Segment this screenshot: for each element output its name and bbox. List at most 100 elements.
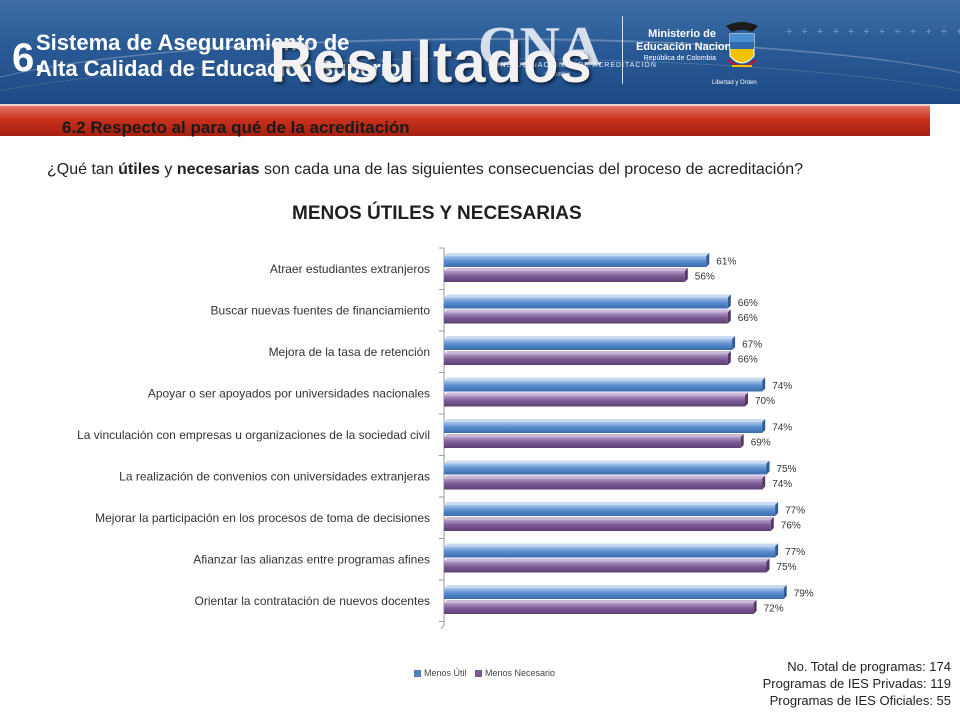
data-label: 76%	[781, 521, 801, 532]
data-label: 69%	[751, 438, 771, 449]
data-label: 72%	[764, 604, 784, 615]
ministry-line3: República de Colombia	[643, 55, 716, 62]
bar-menos-util	[444, 463, 767, 475]
bar-menos-util	[444, 380, 763, 392]
data-label: 67%	[742, 340, 762, 351]
bar-menos-util	[444, 339, 733, 350]
data-label: 66%	[738, 298, 758, 309]
category-label: Buscar nuevas fuentes de financiamiento	[211, 303, 431, 317]
bar-top-face	[444, 419, 766, 422]
bar-menos-necesario	[444, 520, 771, 531]
legend-swatch	[414, 669, 421, 677]
bar-side-face	[727, 351, 731, 365]
bar-menos-util	[444, 505, 776, 516]
data-label: 75%	[777, 464, 797, 475]
category-label: Mejorar la participación en los procesos…	[95, 511, 430, 525]
question-part: y	[159, 161, 177, 178]
data-label: 77%	[785, 506, 805, 517]
bar-side-face	[775, 502, 779, 516]
bar-side-face	[753, 600, 757, 614]
page-title: Resultados	[270, 30, 593, 95]
bar-side-face	[775, 543, 779, 558]
legend-label: Menos Útil	[424, 667, 467, 678]
data-label: 79%	[794, 589, 814, 600]
bar-side-face	[762, 475, 766, 490]
data-label: 77%	[785, 547, 805, 558]
legend-swatch	[475, 669, 483, 677]
bar-menos-necesario	[444, 561, 767, 573]
data-label: 66%	[738, 355, 758, 366]
bar-top-face	[444, 600, 757, 603]
bar-menos-necesario	[444, 478, 763, 490]
ministry-line1: Ministerio de	[648, 28, 716, 40]
bar-top-face	[444, 517, 774, 520]
bar-top-face	[444, 392, 748, 396]
data-label: 66%	[738, 313, 758, 324]
ministry-line2: Educación Nacional	[636, 41, 741, 53]
question-part: ¿Qué tan	[47, 161, 119, 178]
bar-menos-util	[444, 546, 776, 558]
totals-public: Programas de IES Oficiales: 55	[769, 693, 951, 708]
section-bar-edge	[930, 104, 960, 136]
header-wave-decoration	[0, 58, 960, 104]
axis-depth-line	[440, 625, 445, 629]
legend-label: Menos Necesario	[485, 667, 556, 678]
stars-decoration: + + + + + + + + + + + +	[786, 26, 960, 38]
cna-logo-subtitle: CONSEJO NACIONAL DE ACREDITACIÓN	[488, 62, 657, 69]
coat-of-arms-icon	[726, 22, 758, 67]
category-label: Mejora de la tasa de retención	[269, 345, 430, 359]
coat-of-arms-caption: Libertad y Orden	[712, 80, 757, 86]
question-emphasis-necesarias: necesarias	[176, 161, 260, 178]
header-divider	[622, 16, 623, 84]
system-title-line2: Alta Calidad de Educación Superior	[36, 56, 409, 81]
data-label: 74%	[772, 479, 792, 490]
question-text: ¿Qué tan útiles y necesarias son cada un…	[47, 158, 817, 182]
bar-top-face	[444, 434, 744, 437]
bar-side-face	[766, 558, 770, 573]
bar-side-face	[770, 517, 774, 531]
bar-menos-necesario	[444, 271, 685, 282]
system-title: Sistema de Aseguramiento de Alta Calidad…	[36, 30, 409, 82]
header-wave-decoration	[0, 38, 960, 104]
data-label: 75%	[777, 562, 797, 573]
data-label: 70%	[755, 396, 775, 407]
cna-logo-country: Colombia	[545, 72, 571, 78]
bar-side-face	[783, 585, 787, 599]
category-label: Apoyar o ser apoyados por universidades …	[148, 386, 430, 400]
legend-item-menos-util: Menos Útil	[414, 668, 467, 678]
data-label: 74%	[772, 381, 792, 392]
chart-legend: Menos Útil Menos Necesario	[414, 667, 561, 678]
header-banner: Sistema de Aseguramiento de Alta Calidad…	[0, 0, 960, 104]
bar-top-face	[444, 475, 766, 479]
bar-menos-necesario	[444, 312, 728, 324]
bar-top-face	[444, 460, 770, 464]
bar-side-face	[762, 419, 766, 433]
bar-side-face	[727, 309, 731, 324]
totals-box: No. Total de programas: 174 Programas de…	[763, 658, 951, 709]
section-number: 6.	[12, 36, 46, 80]
bar-side-face	[706, 253, 710, 267]
bar-side-face	[732, 336, 736, 350]
question-emphasis-utiles: útiles	[118, 161, 160, 178]
bar-side-face	[745, 392, 748, 407]
bar-menos-util	[444, 422, 763, 433]
bar-top-face	[444, 268, 688, 271]
question-part: son cada una de las siguientes consecuen…	[259, 161, 804, 178]
bar-top-face	[444, 253, 710, 256]
bar-side-face	[684, 268, 688, 282]
bar-menos-necesario	[444, 603, 754, 614]
category-label: La realización de convenios con universi…	[119, 469, 430, 483]
bar-top-face	[444, 502, 779, 505]
category-label: La vinculación con empresas u organizaci…	[77, 428, 430, 442]
bar-menos-util	[444, 588, 784, 599]
bar-top-face	[444, 377, 766, 381]
data-label: 61%	[716, 257, 736, 268]
bar-side-face	[740, 434, 744, 448]
bar-side-face	[766, 460, 770, 475]
category-label: Atraer estudiantes extranjeros	[270, 262, 430, 276]
bar-menos-util	[444, 256, 707, 267]
data-label: 74%	[772, 423, 792, 434]
bar-menos-util	[444, 297, 728, 309]
bar-side-face	[727, 294, 731, 309]
